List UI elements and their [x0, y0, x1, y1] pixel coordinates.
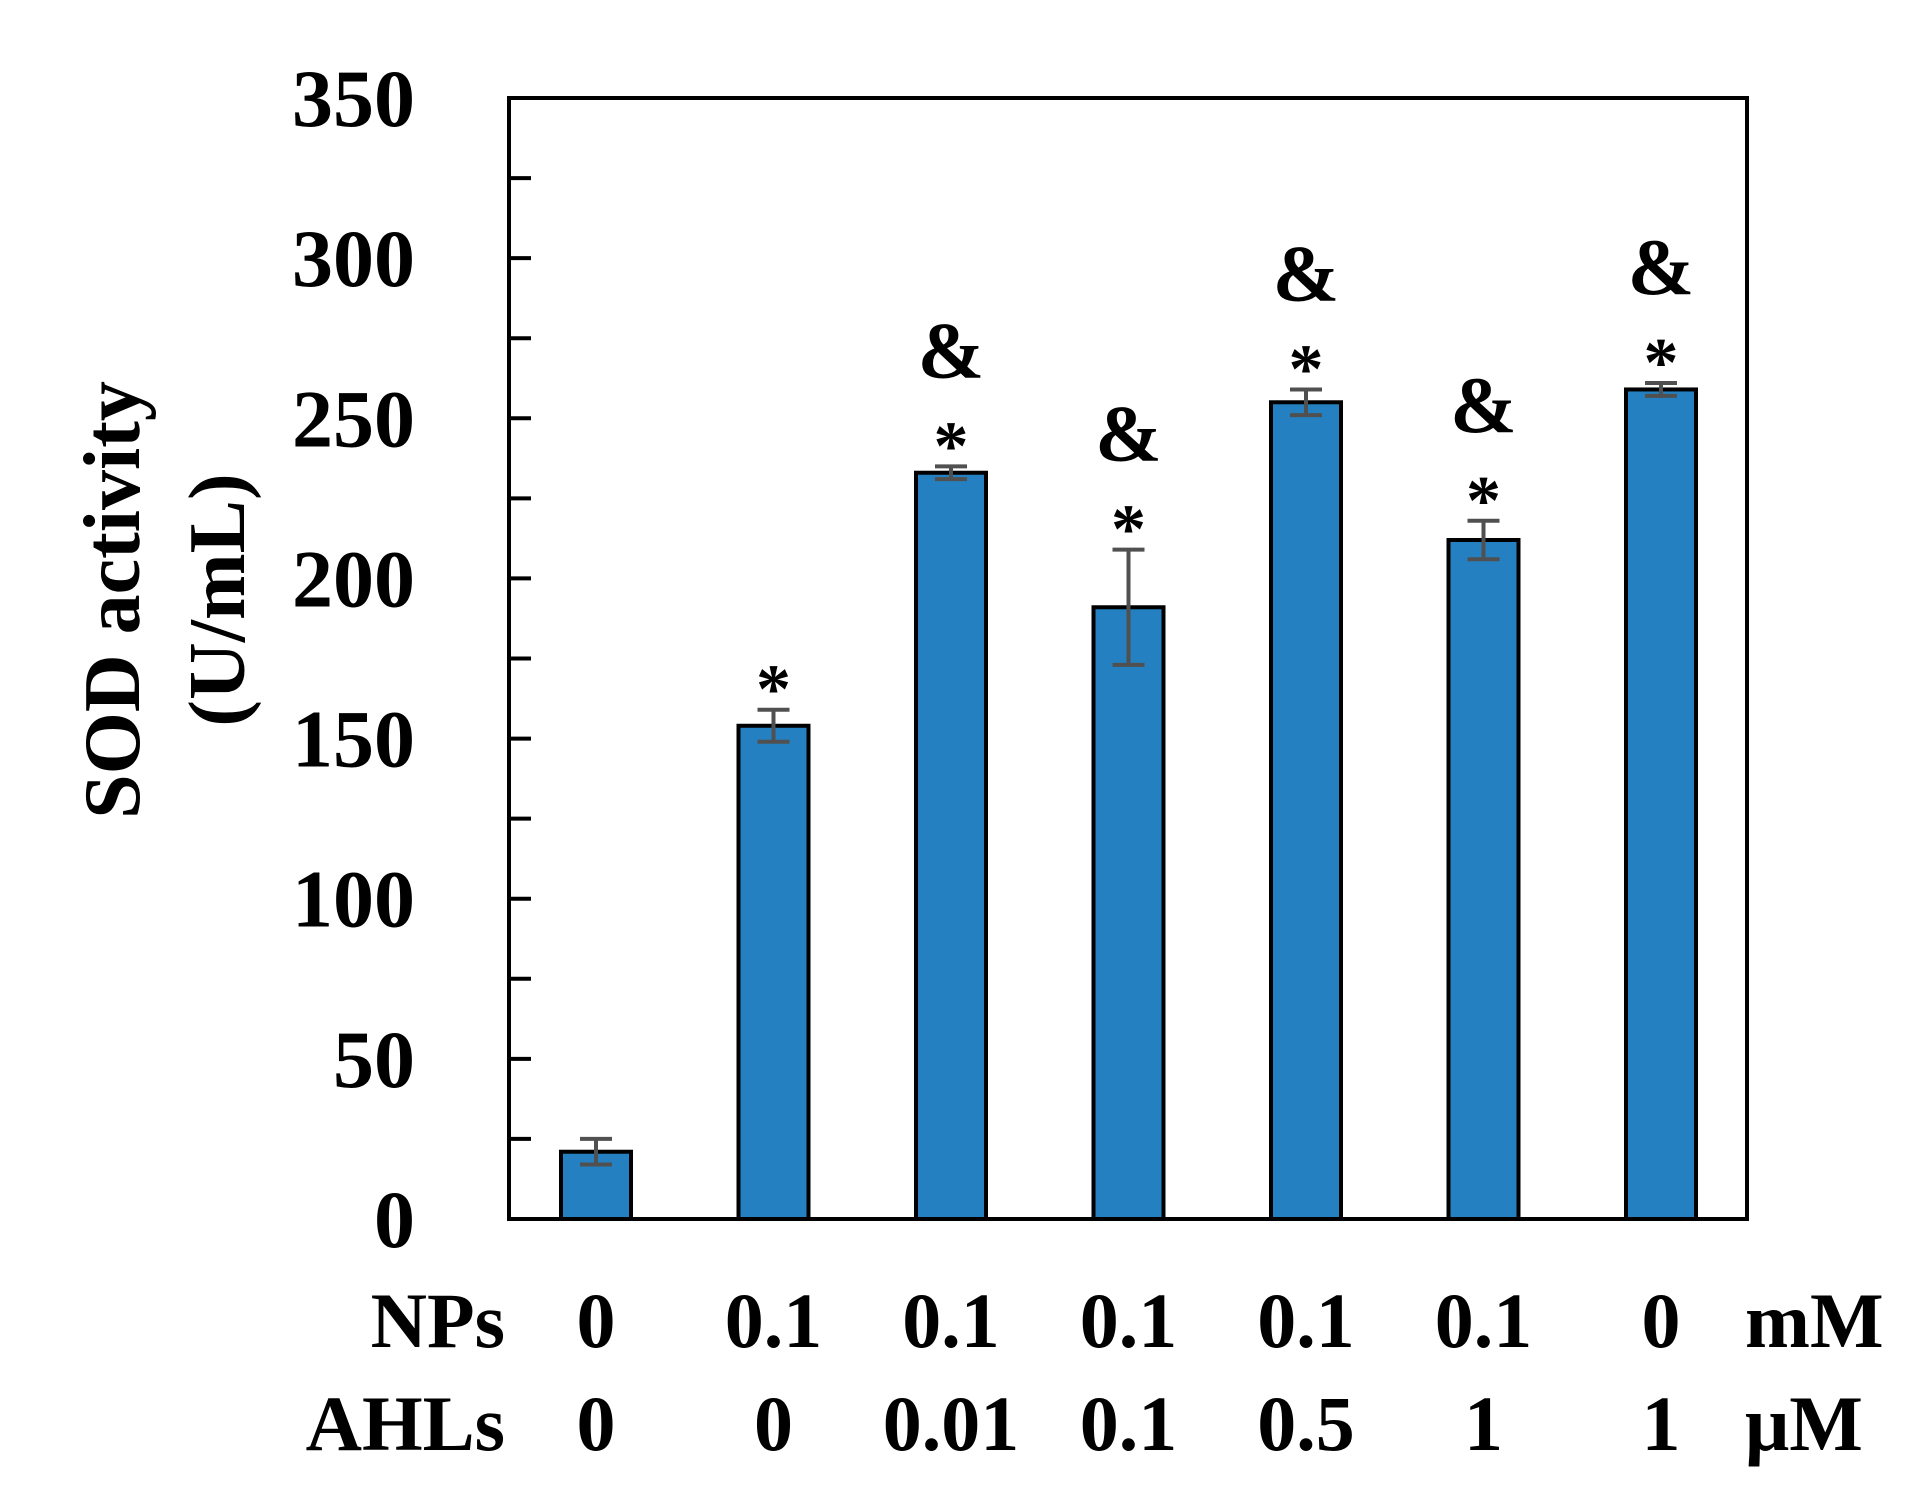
error-bar: [1290, 387, 1322, 418]
y-axis: 0 50 100 150 200 250 300 350: [292, 53, 531, 1265]
row-value: 0.1: [1080, 1380, 1178, 1467]
error-bar: [1112, 547, 1145, 667]
row-unit: μM: [1745, 1380, 1863, 1467]
row-value: 0.1: [1257, 1277, 1355, 1364]
row-value: 1: [1642, 1380, 1681, 1467]
error-bar: [1645, 381, 1677, 398]
significance-star: *: [756, 652, 791, 729]
significance-ampersand: &: [1095, 391, 1162, 479]
significance-star: *: [934, 408, 969, 485]
y-tick-label: 350: [292, 53, 415, 144]
row-value: 0: [577, 1277, 616, 1364]
bar: [1269, 400, 1343, 1221]
significance-star: *: [1644, 325, 1679, 402]
error-bar: [757, 707, 790, 744]
row-value: 1: [1464, 1380, 1503, 1467]
error-bar: [935, 464, 967, 482]
y-tick-label: 250: [292, 373, 415, 464]
error-bar: [1467, 518, 1500, 562]
row-value: 0.5: [1257, 1380, 1355, 1467]
significance-ampersand: &: [1273, 230, 1340, 318]
row-value: 0: [577, 1380, 616, 1467]
significance-star: *: [1111, 492, 1146, 569]
row-label: NPs: [371, 1277, 505, 1364]
y-tick-label: 150: [292, 694, 415, 785]
y-tick-label: 300: [292, 213, 415, 304]
significance-star: *: [1466, 463, 1501, 540]
row-value: 0.1: [1080, 1277, 1178, 1364]
row-value: 0.01: [883, 1380, 1020, 1467]
significance-ampersand: &: [1628, 224, 1695, 312]
bar: [736, 723, 811, 1221]
bar: [1446, 537, 1521, 1221]
plot-frame: [507, 96, 1749, 1221]
significance-star: *: [1289, 331, 1324, 408]
row-value: 0.1: [1435, 1277, 1533, 1364]
significance-markers: * * & * & * & * & * &: [756, 224, 1694, 729]
row-value: 0: [754, 1380, 793, 1467]
y-axis-title-line-1: SOD activity: [69, 381, 157, 819]
y-tick-label: 0: [374, 1174, 415, 1265]
y-tick-label: 50: [333, 1014, 415, 1105]
significance-ampersand: &: [1450, 362, 1517, 450]
row-unit: mM: [1745, 1277, 1884, 1364]
row-value: 0.1: [902, 1277, 1000, 1364]
bar: [914, 470, 988, 1221]
bar: [1624, 387, 1698, 1221]
y-tick-label: 200: [292, 533, 415, 624]
row-label: AHLs: [306, 1380, 505, 1467]
bars-group: [559, 387, 1698, 1221]
y-axis-title: SOD activity (U/mL): [69, 381, 262, 819]
row-value: 0: [1642, 1277, 1681, 1364]
error-bars-group: [580, 381, 1677, 1167]
row-value: 0.1: [725, 1277, 823, 1364]
significance-ampersand: &: [918, 307, 985, 395]
y-axis-title-line-2: (U/mL): [174, 473, 262, 726]
treatment-table: NPs 0 0.1 0.1 0.1 0.1 0.1 0 mM AHLs 0 0 0.01 0.1 0.5 1 1…: [306, 1277, 1884, 1467]
bar: [1091, 605, 1166, 1221]
error-bar: [580, 1136, 612, 1167]
y-tick-label: 100: [292, 854, 415, 945]
